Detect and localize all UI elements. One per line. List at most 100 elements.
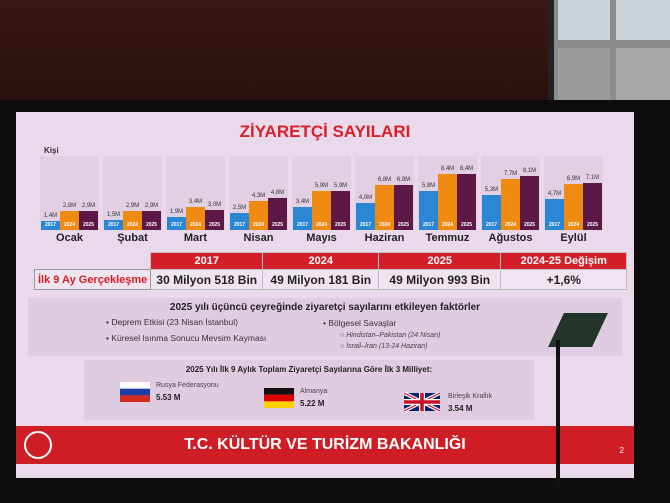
bar-2025: 2025 xyxy=(583,182,602,230)
bar-year-label: 2025 xyxy=(460,222,473,228)
page-number: 2 xyxy=(619,446,624,455)
data-label: 8,4M xyxy=(459,166,474,172)
russia-flag-icon xyxy=(120,382,150,402)
bar-2025: 2025 xyxy=(142,210,161,230)
bar-year-label: 2025 xyxy=(271,222,284,228)
bar-2024: 2024 xyxy=(564,184,583,230)
sub-factor: ○ Hindistan–Pakistan (24 Nisan) xyxy=(340,332,441,339)
data-label: 1,5M xyxy=(106,212,121,218)
bar-2017: 2017 xyxy=(293,207,312,230)
bar-year-label: 2017 xyxy=(359,222,372,228)
bar-2024: 2024 xyxy=(186,207,205,230)
data-label: 3,0M xyxy=(207,202,222,208)
bar-year-label: 2017 xyxy=(107,222,120,228)
bar-2024: 2024 xyxy=(438,174,457,230)
month-label: Ağustos xyxy=(488,232,533,244)
bar-2025: 2025 xyxy=(79,210,98,230)
bar-2017: 2017 xyxy=(104,220,123,230)
germany-flag-icon xyxy=(264,388,294,408)
nationalities-heading: 2025 Yılı İlk 9 Aylık Toplam Ziyaretçi S… xyxy=(185,365,433,374)
data-label: 2,9M xyxy=(125,202,140,209)
bar-year-label: 2024 xyxy=(63,222,76,228)
nationality-name: Rusya Federasyonu xyxy=(156,382,219,389)
bar-year-label: 2025 xyxy=(586,222,599,228)
month-label: Nisan xyxy=(243,232,274,244)
data-label: 4,8M xyxy=(270,190,285,196)
bar-2024: 2024 xyxy=(249,201,268,230)
bar-year-label: 2024 xyxy=(378,222,391,228)
row-label: İlk 9 Ay Gerçekleşme xyxy=(33,269,152,290)
data-label: 8,1M xyxy=(522,168,537,174)
bar-group: 2017 1,4M 2024 2,8M 2025 2,9M xyxy=(40,156,99,230)
window xyxy=(548,0,670,100)
data-label: 5,8M xyxy=(421,183,436,190)
data-label: 1,4M xyxy=(43,212,58,219)
bar-year-label: 2025 xyxy=(334,222,347,228)
data-label: 4,0M xyxy=(358,195,373,202)
bar-year-label: 2025 xyxy=(397,222,410,228)
bar-2024: 2024 xyxy=(501,178,520,230)
data-label: 2,8M xyxy=(62,203,77,210)
bar-2025: 2025 xyxy=(205,210,224,230)
bar-year-label: 2017 xyxy=(548,222,561,228)
data-label: 5,9M xyxy=(333,182,348,189)
bar-group: 2017 1,5M 2024 2,9M 2025 2,9M xyxy=(103,156,162,230)
factor-text: Deprem Etkisi (23 Nisan İstanbul) xyxy=(111,317,238,327)
bar-2017: 2017 xyxy=(230,213,249,230)
bar-year-label: 2017 xyxy=(485,222,498,228)
bar-2024: 2024 xyxy=(312,190,331,230)
bar-year-label: 2024 xyxy=(126,222,139,228)
sub-factor: ○ İsrail–İran (13-24 Haziran) xyxy=(340,343,428,350)
bar-year-label: 2024 xyxy=(315,222,328,228)
header-2025: 2025 xyxy=(378,252,502,270)
bar-year-label: 2024 xyxy=(441,222,454,228)
bar-group: 2017 3,4M 2024 5,9M 2025 5,9M xyxy=(292,156,351,230)
bar-2017: 2017 xyxy=(545,198,564,230)
nationality-value: 3.54 M xyxy=(448,404,473,413)
bar-year-label: 2025 xyxy=(145,222,158,228)
month-label: Temmuz xyxy=(425,232,470,244)
bar-2024: 2024 xyxy=(375,184,394,230)
factors-box: 2025 yılı üçüncü çeyreğinde ziyaretçi sa… xyxy=(28,298,622,356)
bar-2025: 2025 xyxy=(394,184,413,230)
bar-group: 2017 1,9M 2024 3,4M 2025 3,0M xyxy=(166,156,225,230)
y-axis-label: Kişi xyxy=(44,146,59,155)
summary-table: 2017 2024 2025 2024-25 Değişim İlk 9 Ay … xyxy=(33,252,628,290)
bar-year-label: 2024 xyxy=(189,222,202,228)
data-label: 7,7M xyxy=(503,170,518,177)
slide-title: ZİYARETÇİ SAYILARI xyxy=(239,122,411,141)
factor-text: Küresel Isınma Sonucu Mevsim Kayması xyxy=(111,333,267,343)
data-label: 4,3M xyxy=(251,193,266,200)
bar-year-label: 2024 xyxy=(567,222,580,228)
sub-factor-text: Hindistan–Pakistan (24 Nisan) xyxy=(346,332,441,339)
value-2024: 49 Milyon 181 Bin xyxy=(262,269,380,290)
bar-year-label: 2017 xyxy=(296,222,309,228)
factor-item: • Deprem Etkisi (23 Nisan İstanbul) xyxy=(106,317,238,327)
month-label: Eylül xyxy=(560,232,587,244)
bar-group: 2017 4,7M 2024 6,9M 2025 7,1M xyxy=(544,156,603,230)
data-label: 8,4M xyxy=(440,166,455,172)
bar-year-label: 2024 xyxy=(252,222,265,228)
bar-2017: 2017 xyxy=(41,220,60,230)
nationality-value: 5.22 M xyxy=(300,399,325,408)
nationality-name: Almanya xyxy=(300,388,328,395)
bar-2024: 2024 xyxy=(60,211,79,230)
factor-item: • Bölgesel Savaşlar xyxy=(323,318,397,328)
data-label: 3,4M xyxy=(188,199,203,206)
bar-year-label: 2025 xyxy=(523,222,536,228)
bar-year-label: 2017 xyxy=(170,222,183,228)
month-label: Haziran xyxy=(364,232,405,244)
data-label: 6,9M xyxy=(566,176,581,182)
bar-year-label: 2025 xyxy=(82,222,95,228)
bar-2025: 2025 xyxy=(457,174,476,230)
value-2025: 49 Milyon 993 Bin xyxy=(378,269,502,290)
bar-group: 2017 5,8M 2024 8,4M 2025 8,4M xyxy=(418,156,477,230)
bar-2025: 2025 xyxy=(520,176,539,230)
footer-band: T.C. KÜLTÜR VE TURİZM BAKANLIĞI 2 xyxy=(16,426,634,464)
ministry-name: T.C. KÜLTÜR VE TURİZM BAKANLIĞI xyxy=(184,436,466,453)
bar-group: 2017 5,3M 2024 7,7M 2025 8,1M xyxy=(481,156,540,230)
nationality-value: 5.53 M xyxy=(156,393,181,402)
data-label: 6,8M xyxy=(377,176,392,183)
header-2024: 2024 xyxy=(262,252,380,270)
sub-factor-text: İsrail–İran (13-24 Haziran) xyxy=(346,343,428,350)
